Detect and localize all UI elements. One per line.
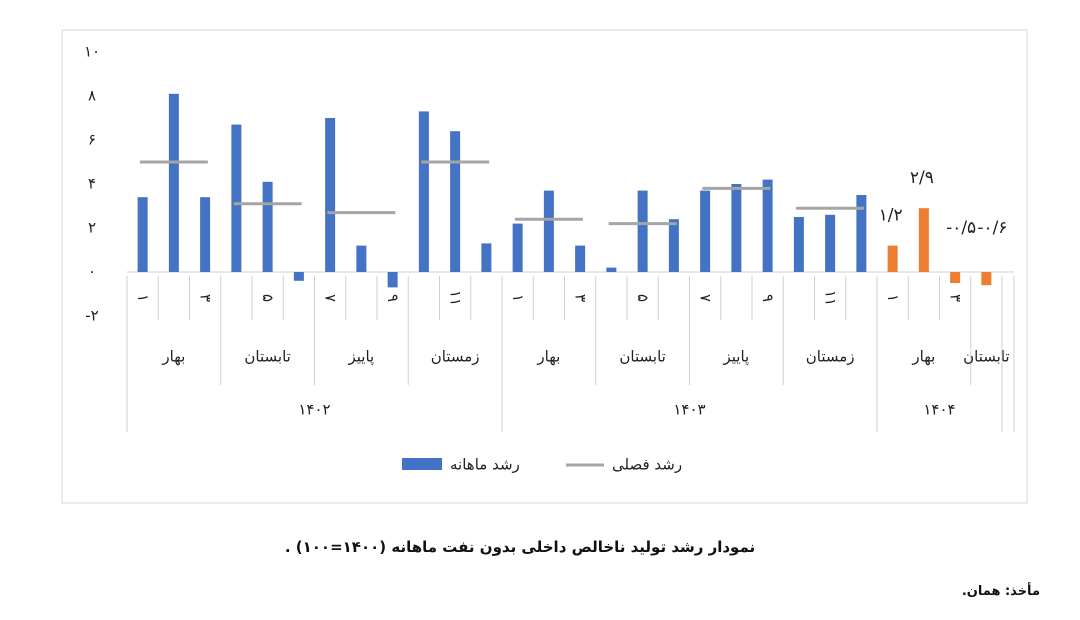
y-tick-label: ۰ [88,263,96,281]
data-label: ۱/۲ [879,206,903,226]
bar [606,267,617,272]
bar [387,272,398,288]
month-label: ۱ [884,294,902,302]
bar [856,195,867,272]
bar [293,272,304,281]
month-label: ۳ [572,294,590,302]
bar [450,131,461,272]
bar [918,208,929,272]
season-label: بهار [911,348,935,366]
season-label: تابستان [244,348,290,366]
bar [512,223,523,272]
data-label: ۲/۹ [910,168,934,188]
bar [575,245,586,272]
y-tick-label: ۶ [88,131,96,149]
y-tick-label: ۸ [88,87,96,105]
bar [325,118,336,272]
caption: نمودار رشد تولید ناخالص داخلی بدون نفت م… [284,538,756,556]
bar [731,184,742,272]
bar [543,190,554,272]
bar [418,111,429,273]
bar [262,181,273,272]
year-label: ۱۴۰۲ [298,401,330,419]
year-label: ۱۴۰۴ [923,401,955,419]
month-label: ۳ [197,294,215,302]
bar [887,245,898,272]
y-tick-label: ۱۰ [84,43,100,61]
month-label: ۵ [259,294,277,302]
bar [668,219,679,272]
data-label: -۰/۶ [977,218,1007,238]
season-label: پاییز [723,348,750,367]
bar [481,243,492,272]
bar [637,190,648,272]
y-tick-label: -۲ [85,307,98,325]
bar [825,214,836,272]
legend-swatch [402,458,442,470]
season-label: پاییز [348,348,375,367]
bar [700,190,711,272]
bar [137,197,148,272]
legend-label: رشد فصلی [612,456,682,474]
bar [168,93,179,272]
bar [356,245,367,272]
month-label: ۱۱ [447,290,465,306]
season-label: بهار [536,348,560,366]
month-label: ۱ [134,294,152,302]
month-label: ۹ [759,294,777,302]
source: مأخذ: همان. [961,584,1040,599]
season-label: تابستان [963,348,1009,366]
y-tick-label: ۲ [88,219,96,237]
month-label: ۷ [322,294,340,302]
bar [981,272,992,286]
data-label: -۰/۵ [946,218,976,238]
bar [793,217,804,272]
season-label: زمستان [431,348,480,366]
bar [200,197,211,272]
month-label: ۹ [384,294,402,302]
month-label: ۵ [634,294,652,302]
year-label: ۱۴۰۳ [673,401,705,419]
season-label: تابستان [619,348,665,366]
season-label: زمستان [806,348,855,366]
bar [762,179,773,272]
y-tick-label: ۴ [88,175,96,193]
legend-label: رشد ماهانه [450,456,520,474]
bar [231,124,242,272]
month-label: ۳ [947,294,965,302]
month-label: ۱ [509,294,527,302]
season-label: بهار [161,348,185,366]
month-label: ۷ [697,294,715,302]
bar [950,272,961,283]
month-label: ۱۱ [822,290,840,306]
